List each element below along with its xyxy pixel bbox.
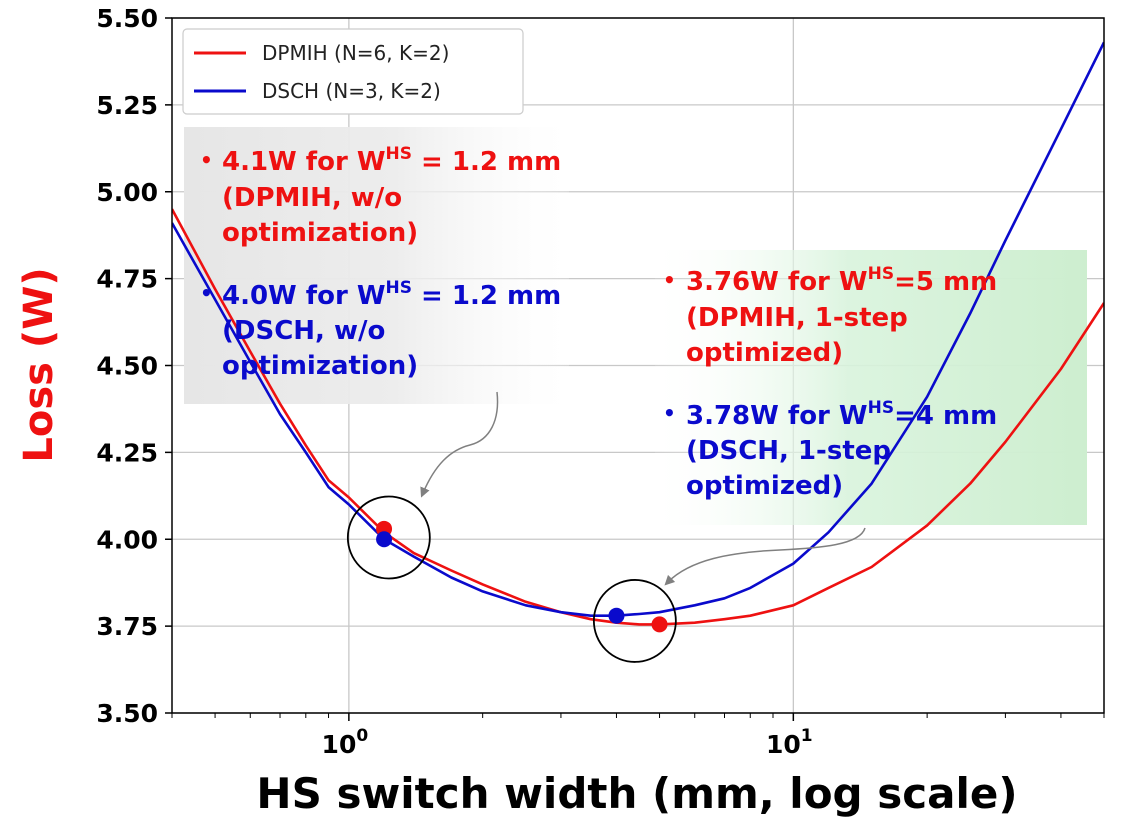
x-axis-ticks: 100 101	[171, 713, 1105, 759]
annotation-line1: 3.76W for W	[686, 267, 868, 297]
y-axis-label: Loss (W)	[16, 267, 62, 462]
data-point-marker	[651, 616, 668, 633]
right-annotation-box	[655, 250, 1087, 525]
y-tick-label: 4.75	[96, 265, 158, 294]
y-tick-label: 3.75	[96, 612, 158, 641]
annotation-line1-end: = 1.2 mm	[412, 147, 561, 177]
y-tick-label: 4.00	[96, 525, 158, 554]
legend-label-dpmih: DPMIH (N=6, K=2)	[262, 41, 449, 65]
x-tick-label: 100	[322, 726, 369, 759]
svg-text:4.0W for WHS = 1.2 mm: 4.0W for WHS = 1.2 mm	[222, 278, 561, 311]
annotation-line2: (DPMIH, w/o	[222, 183, 402, 213]
legend-box	[182, 28, 524, 115]
legend-label-dsch: DSCH (N=3, K=2)	[262, 79, 441, 103]
annotation-superscript: HS	[868, 398, 894, 418]
annotation-line2: (DSCH, 1-step	[686, 436, 891, 466]
annotation-line3: optimized)	[686, 471, 843, 501]
callout-arrow-right	[664, 527, 866, 586]
annotation-line1: 4.1W for W	[222, 147, 386, 177]
y-tick-label: 5.50	[96, 4, 158, 33]
svg-text:3.76W for WHS=5 mm: 3.76W for WHS=5 mm	[686, 264, 997, 297]
annotation-line1: 4.0W for W	[222, 281, 386, 311]
annotation-dpmih-unoptimized: • 4.1W for WHS = 1.2 mm (DPMIH, w/o opti…	[200, 144, 561, 248]
annotation-line2: (DSCH, w/o	[222, 316, 385, 346]
annotation-dsch-optimized: • 3.78W for WHS=4 mm (DSCH, 1-step optim…	[663, 398, 997, 501]
svg-text:3.78W for WHS=4 mm: 3.78W for WHS=4 mm	[686, 398, 997, 431]
annotation-bullet: •	[663, 268, 676, 292]
annotation-bullet: •	[663, 401, 676, 425]
highlight-circle	[346, 495, 431, 580]
annotation-bullet: •	[200, 148, 213, 172]
y-tick-label: 4.50	[96, 352, 158, 381]
highlight-points	[376, 520, 668, 633]
y-axis-ticks: 3.50 3.75 4.00 4.25 4.50 4.75 5.00 5.25 5.50	[96, 4, 172, 728]
annotation-dpmih-optimized: • 3.76W for WHS=5 mm (DPMIH, 1-step opti…	[663, 264, 997, 368]
annotation-line1-end: = 1.2 mm	[412, 281, 561, 311]
annotation-line3: optimization)	[222, 218, 418, 248]
svg-text:4.1W for WHS = 1.2 mm: 4.1W for WHS = 1.2 mm	[222, 144, 561, 177]
series-line-dsch	[172, 41, 1104, 618]
highlight-circle	[592, 579, 677, 663]
legend: DPMIH (N=6, K=2) DSCH (N=3, K=2)	[182, 28, 524, 115]
annotation-line1-end: =5 mm	[894, 267, 997, 297]
callout-arrow-left	[420, 391, 499, 498]
data-point-marker	[608, 607, 625, 624]
annotation-superscript: HS	[386, 278, 412, 298]
annotation-bullet: •	[200, 281, 213, 305]
y-tick-label: 5.00	[96, 178, 158, 207]
series-layer	[172, 41, 1104, 626]
y-tick-label: 4.25	[96, 438, 158, 467]
annotation-line1-end: =4 mm	[894, 401, 997, 431]
y-tick-label: 5.25	[96, 91, 158, 120]
series-line-dpmih	[172, 208, 1104, 626]
data-point-marker	[376, 531, 393, 548]
x-axis-label: HS switch width (mm, log scale)	[256, 769, 1017, 818]
y-tick-label: 3.50	[96, 699, 158, 728]
x-tick-label: 101	[766, 726, 813, 759]
annotation-superscript: HS	[868, 264, 894, 284]
annotation-line3: optimized)	[686, 338, 843, 368]
annotation-line2: (DPMIH, 1-step	[686, 303, 908, 333]
annotation-dsch-unoptimized: • 4.0W for WHS = 1.2 mm (DSCH, w/o optim…	[200, 278, 561, 381]
annotation-line1: 3.78W for W	[686, 401, 868, 431]
annotation-superscript: HS	[386, 144, 412, 164]
annotation-line3: optimization)	[222, 351, 418, 381]
highlight-circles	[346, 495, 677, 663]
